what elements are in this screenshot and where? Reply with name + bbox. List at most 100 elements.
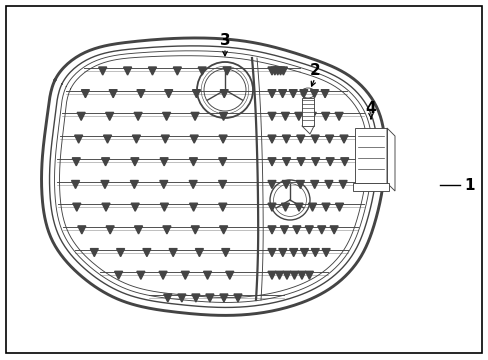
Polygon shape bbox=[198, 67, 206, 75]
Polygon shape bbox=[219, 112, 227, 120]
Polygon shape bbox=[299, 90, 307, 98]
Polygon shape bbox=[310, 180, 318, 189]
Polygon shape bbox=[90, 249, 98, 257]
Polygon shape bbox=[78, 226, 85, 234]
Polygon shape bbox=[218, 180, 226, 189]
Polygon shape bbox=[310, 90, 318, 98]
Polygon shape bbox=[290, 271, 298, 279]
Polygon shape bbox=[164, 90, 172, 98]
Polygon shape bbox=[294, 203, 303, 211]
Polygon shape bbox=[101, 180, 109, 189]
Polygon shape bbox=[123, 67, 131, 75]
Polygon shape bbox=[324, 180, 332, 189]
Polygon shape bbox=[205, 294, 213, 302]
Polygon shape bbox=[114, 271, 122, 279]
Polygon shape bbox=[189, 180, 197, 189]
Polygon shape bbox=[131, 158, 139, 166]
Polygon shape bbox=[102, 158, 109, 166]
Polygon shape bbox=[181, 271, 189, 279]
Polygon shape bbox=[189, 203, 197, 211]
Polygon shape bbox=[275, 271, 283, 279]
Polygon shape bbox=[99, 67, 106, 75]
Polygon shape bbox=[296, 180, 304, 189]
Polygon shape bbox=[282, 158, 290, 166]
Polygon shape bbox=[278, 90, 286, 98]
Text: 2: 2 bbox=[309, 63, 320, 77]
Polygon shape bbox=[317, 226, 325, 234]
Polygon shape bbox=[81, 90, 89, 98]
Polygon shape bbox=[191, 112, 199, 120]
Polygon shape bbox=[203, 271, 211, 279]
Polygon shape bbox=[102, 203, 110, 211]
Polygon shape bbox=[267, 158, 275, 166]
Polygon shape bbox=[267, 203, 275, 211]
Polygon shape bbox=[311, 158, 319, 166]
Polygon shape bbox=[321, 112, 329, 120]
Polygon shape bbox=[220, 294, 227, 302]
Polygon shape bbox=[160, 203, 168, 211]
Polygon shape bbox=[289, 249, 297, 257]
Bar bbox=[302, 98, 313, 126]
Polygon shape bbox=[77, 112, 85, 120]
Polygon shape bbox=[307, 112, 316, 120]
Polygon shape bbox=[267, 249, 275, 257]
Polygon shape bbox=[219, 135, 226, 143]
Polygon shape bbox=[305, 271, 313, 279]
Polygon shape bbox=[296, 135, 304, 143]
Polygon shape bbox=[106, 226, 114, 234]
Polygon shape bbox=[270, 67, 278, 75]
Polygon shape bbox=[279, 67, 287, 75]
Polygon shape bbox=[281, 203, 289, 211]
Polygon shape bbox=[131, 203, 139, 211]
Polygon shape bbox=[191, 226, 199, 234]
Polygon shape bbox=[160, 158, 168, 166]
Polygon shape bbox=[267, 112, 275, 120]
Polygon shape bbox=[311, 249, 319, 257]
Polygon shape bbox=[294, 112, 302, 120]
Text: 3: 3 bbox=[219, 32, 230, 48]
Polygon shape bbox=[159, 271, 167, 279]
Polygon shape bbox=[161, 135, 169, 143]
Polygon shape bbox=[162, 112, 170, 120]
Polygon shape bbox=[178, 294, 185, 302]
Polygon shape bbox=[134, 226, 142, 234]
Polygon shape bbox=[340, 158, 348, 166]
Polygon shape bbox=[191, 294, 200, 302]
Polygon shape bbox=[233, 294, 242, 302]
Polygon shape bbox=[132, 135, 140, 143]
Polygon shape bbox=[134, 112, 142, 120]
Polygon shape bbox=[192, 90, 200, 98]
Polygon shape bbox=[71, 180, 80, 189]
Text: 4: 4 bbox=[365, 100, 376, 116]
Polygon shape bbox=[325, 135, 333, 143]
Polygon shape bbox=[160, 180, 167, 189]
Polygon shape bbox=[109, 90, 117, 98]
Polygon shape bbox=[220, 90, 228, 98]
Polygon shape bbox=[219, 226, 227, 234]
Polygon shape bbox=[73, 203, 81, 211]
Polygon shape bbox=[218, 203, 226, 211]
Bar bbox=[354, 128, 386, 183]
Polygon shape bbox=[297, 158, 305, 166]
Polygon shape bbox=[267, 271, 275, 279]
Polygon shape bbox=[282, 135, 290, 143]
Polygon shape bbox=[267, 180, 275, 189]
Polygon shape bbox=[278, 249, 286, 257]
Polygon shape bbox=[223, 67, 231, 75]
Polygon shape bbox=[282, 180, 290, 189]
Polygon shape bbox=[267, 67, 275, 75]
Polygon shape bbox=[72, 158, 80, 166]
Polygon shape bbox=[281, 112, 289, 120]
Polygon shape bbox=[297, 271, 305, 279]
Polygon shape bbox=[322, 249, 329, 257]
Polygon shape bbox=[292, 226, 300, 234]
Polygon shape bbox=[142, 249, 151, 257]
Polygon shape bbox=[339, 180, 346, 189]
Polygon shape bbox=[321, 90, 328, 98]
Polygon shape bbox=[329, 226, 338, 234]
Polygon shape bbox=[283, 271, 290, 279]
Polygon shape bbox=[322, 203, 329, 211]
Polygon shape bbox=[225, 271, 233, 279]
Polygon shape bbox=[189, 158, 197, 166]
Polygon shape bbox=[308, 203, 316, 211]
